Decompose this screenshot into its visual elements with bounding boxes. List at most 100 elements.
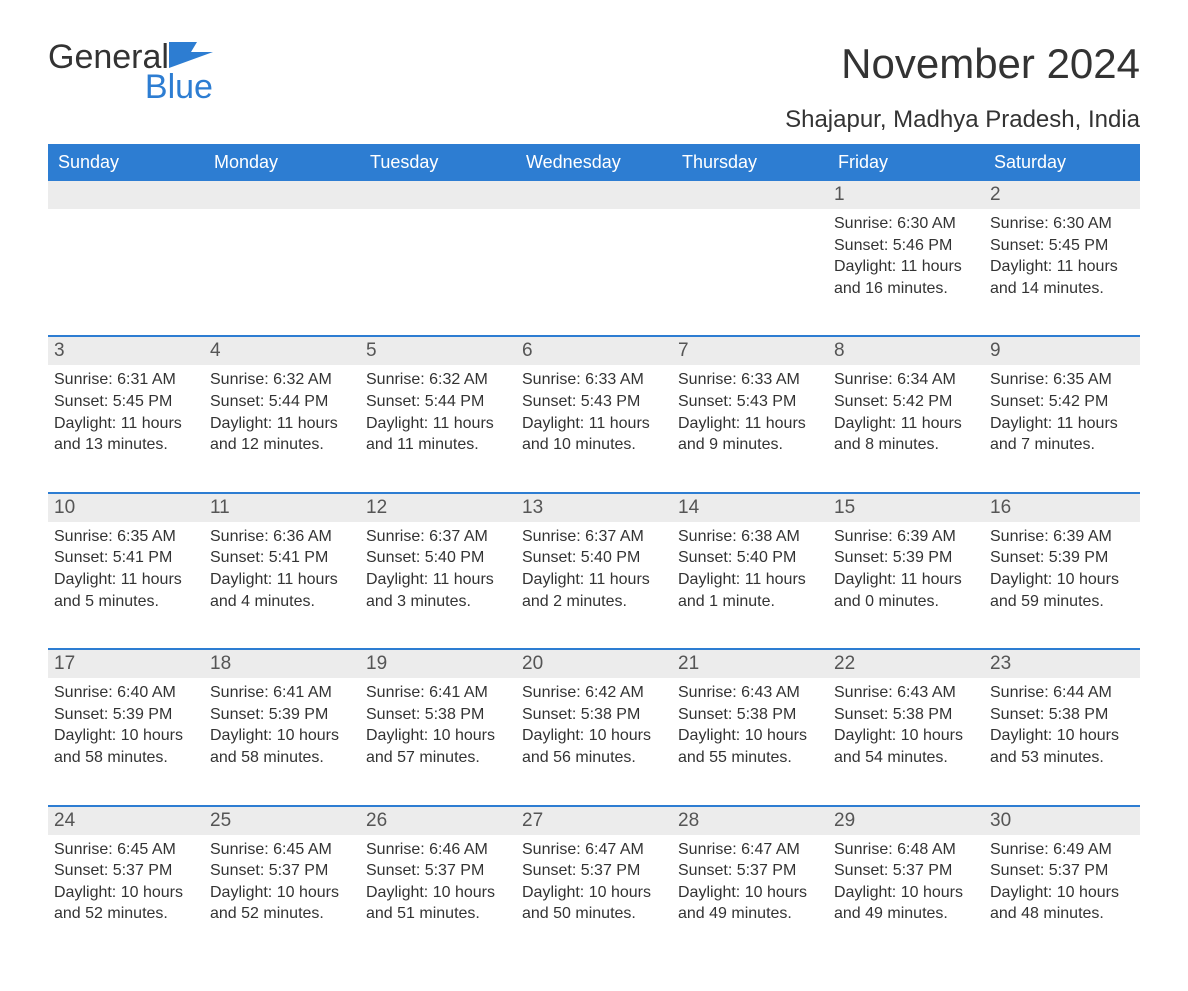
week-row: 3 Sunrise: 6:31 AMSunset: 5:45 PMDaylight… [48,335,1140,473]
day-number: 21 [672,650,828,678]
day-number: 1 [828,181,984,209]
day-number: 11 [204,494,360,522]
day-info: Sunrise: 6:38 AMSunset: 5:40 PMDaylight:… [678,526,822,612]
week-row: 1 Sunrise: 6:30 AMSunset: 5:46 PMDaylight… [48,181,1140,317]
day-info: Sunrise: 6:30 AMSunset: 5:46 PMDaylight:… [834,213,978,299]
day-header-cell: Monday [204,144,360,181]
day-number: 27 [516,807,672,835]
day-number: 18 [204,650,360,678]
day-number: 3 [48,337,204,365]
day-info: Sunrise: 6:48 AMSunset: 5:37 PMDaylight:… [834,839,978,925]
day-number [360,181,516,209]
day-info: Sunrise: 6:32 AMSunset: 5:44 PMDaylight:… [210,369,354,455]
day-info: Sunrise: 6:34 AMSunset: 5:42 PMDaylight:… [834,369,978,455]
day-number: 4 [204,337,360,365]
day-header-cell: Tuesday [360,144,516,181]
day-cell: 24Sunrise: 6:45 AMSunset: 5:37 PMDayligh… [48,807,204,943]
week-row: 10Sunrise: 6:35 AMSunset: 5:41 PMDayligh… [48,492,1140,630]
day-info: Sunrise: 6:47 AMSunset: 5:37 PMDaylight:… [522,839,666,925]
title-block: November 2024 Shajapur, Madhya Pradesh, … [785,40,1140,134]
day-cell: 30 Sunrise: 6:49 AMSunset: 5:37 PMDayligh… [984,807,1140,943]
day-cell: 12 Sunrise: 6:37 AMSunset: 5:40 PMDayligh… [360,494,516,630]
day-cell: 21 Sunrise: 6:43 AMSunset: 5:38 PMDayligh… [672,650,828,786]
day-number: 5 [360,337,516,365]
day-header-cell: Sunday [48,144,204,181]
day-cell: 1 Sunrise: 6:30 AMSunset: 5:46 PMDaylight… [828,181,984,317]
day-cell: 26 Sunrise: 6:46 AMSunset: 5:37 PMDayligh… [360,807,516,943]
day-header-cell: Wednesday [516,144,672,181]
day-info: Sunrise: 6:43 AMSunset: 5:38 PMDaylight:… [834,682,978,768]
day-info: Sunrise: 6:31 AMSunset: 5:45 PMDaylight:… [54,369,198,455]
day-number: 14 [672,494,828,522]
day-number: 12 [360,494,516,522]
day-cell: 22Sunrise: 6:43 AMSunset: 5:38 PMDayligh… [828,650,984,786]
day-info: Sunrise: 6:35 AMSunset: 5:42 PMDaylight:… [990,369,1134,455]
day-number [48,181,204,209]
day-info: Sunrise: 6:37 AMSunset: 5:40 PMDaylight:… [522,526,666,612]
empty-cell [672,181,828,317]
day-number: 23 [984,650,1140,678]
day-cell: 13Sunrise: 6:37 AMSunset: 5:40 PMDayligh… [516,494,672,630]
day-cell: 25 Sunrise: 6:45 AMSunset: 5:37 PMDayligh… [204,807,360,943]
day-cell: 23 Sunrise: 6:44 AMSunset: 5:38 PMDayligh… [984,650,1140,786]
empty-cell [516,181,672,317]
day-cell: 29Sunrise: 6:48 AMSunset: 5:37 PMDayligh… [828,807,984,943]
day-cell: 28 Sunrise: 6:47 AMSunset: 5:37 PMDayligh… [672,807,828,943]
day-cell: 9 Sunrise: 6:35 AMSunset: 5:42 PMDaylight… [984,337,1140,473]
page-title: November 2024 [785,40,1140,88]
empty-cell [48,181,204,317]
day-cell: 4 Sunrise: 6:32 AMSunset: 5:44 PMDaylight… [204,337,360,473]
day-cell: 16Sunrise: 6:39 AMSunset: 5:39 PMDayligh… [984,494,1140,630]
brand-text: General Blue [48,40,213,104]
brand-logo: General Blue [48,40,213,104]
day-header-cell: Friday [828,144,984,181]
day-number: 28 [672,807,828,835]
day-header-cell: Thursday [672,144,828,181]
day-info: Sunrise: 6:43 AMSunset: 5:38 PMDaylight:… [678,682,822,768]
day-info: Sunrise: 6:33 AMSunset: 5:43 PMDaylight:… [678,369,822,455]
day-info: Sunrise: 6:46 AMSunset: 5:37 PMDaylight:… [366,839,510,925]
day-cell: 5 Sunrise: 6:32 AMSunset: 5:44 PMDaylight… [360,337,516,473]
day-cell: 14 Sunrise: 6:38 AMSunset: 5:40 PMDayligh… [672,494,828,630]
day-cell: 8 Sunrise: 6:34 AMSunset: 5:42 PMDaylight… [828,337,984,473]
day-number: 26 [360,807,516,835]
week-row: 17 Sunrise: 6:40 AMSunset: 5:39 PMDayligh… [48,648,1140,786]
day-cell: 10Sunrise: 6:35 AMSunset: 5:41 PMDayligh… [48,494,204,630]
day-info: Sunrise: 6:37 AMSunset: 5:40 PMDaylight:… [366,526,510,612]
calendar: SundayMondayTuesdayWednesdayThursdayFrid… [48,144,1140,943]
day-info: Sunrise: 6:42 AMSunset: 5:38 PMDaylight:… [522,682,666,768]
day-info: Sunrise: 6:41 AMSunset: 5:38 PMDaylight:… [366,682,510,768]
day-cell: 18Sunrise: 6:41 AMSunset: 5:39 PMDayligh… [204,650,360,786]
empty-cell [360,181,516,317]
day-info: Sunrise: 6:44 AMSunset: 5:38 PMDaylight:… [990,682,1134,768]
day-number: 19 [360,650,516,678]
day-info: Sunrise: 6:39 AMSunset: 5:39 PMDaylight:… [990,526,1134,612]
day-number: 30 [984,807,1140,835]
day-number [672,181,828,209]
day-cell: 3 Sunrise: 6:31 AMSunset: 5:45 PMDaylight… [48,337,204,473]
day-info: Sunrise: 6:45 AMSunset: 5:37 PMDaylight:… [210,839,354,925]
day-number: 25 [204,807,360,835]
empty-cell [204,181,360,317]
day-cell: 7 Sunrise: 6:33 AMSunset: 5:43 PMDaylight… [672,337,828,473]
day-info: Sunrise: 6:49 AMSunset: 5:37 PMDaylight:… [990,839,1134,925]
day-cell: 11 Sunrise: 6:36 AMSunset: 5:41 PMDayligh… [204,494,360,630]
day-cell: 2 Sunrise: 6:30 AMSunset: 5:45 PMDaylight… [984,181,1140,317]
day-info: Sunrise: 6:45 AMSunset: 5:37 PMDaylight:… [54,839,198,925]
day-info: Sunrise: 6:35 AMSunset: 5:41 PMDaylight:… [54,526,198,612]
day-info: Sunrise: 6:32 AMSunset: 5:44 PMDaylight:… [366,369,510,455]
day-cell: 17 Sunrise: 6:40 AMSunset: 5:39 PMDayligh… [48,650,204,786]
day-info: Sunrise: 6:36 AMSunset: 5:41 PMDaylight:… [210,526,354,612]
day-info: Sunrise: 6:47 AMSunset: 5:37 PMDaylight:… [678,839,822,925]
day-number: 20 [516,650,672,678]
day-info: Sunrise: 6:30 AMSunset: 5:45 PMDaylight:… [990,213,1134,299]
day-number: 9 [984,337,1140,365]
day-number: 8 [828,337,984,365]
day-info: Sunrise: 6:33 AMSunset: 5:43 PMDaylight:… [522,369,666,455]
day-header-cell: Saturday [984,144,1140,181]
day-info: Sunrise: 6:40 AMSunset: 5:39 PMDaylight:… [54,682,198,768]
day-cell: 6Sunrise: 6:33 AMSunset: 5:43 PMDaylight… [516,337,672,473]
day-number: 17 [48,650,204,678]
day-number: 2 [984,181,1140,209]
day-number: 7 [672,337,828,365]
